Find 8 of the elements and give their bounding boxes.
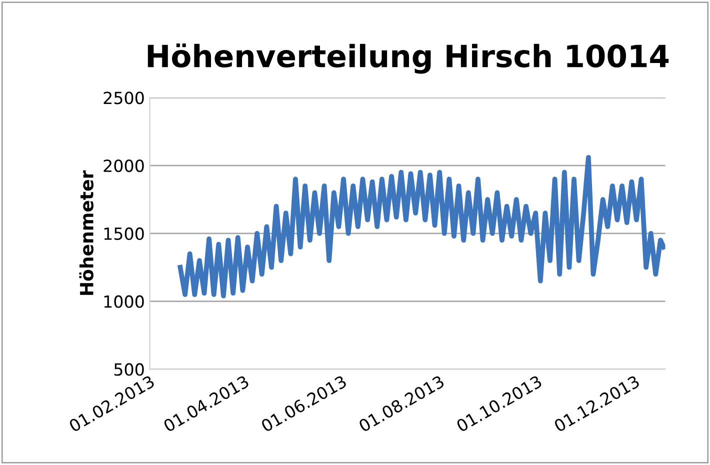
chart-title: Höhenverteilung Hirsch 10014: [148, 43, 669, 74]
y-axis-title: Höhenmeter: [79, 170, 94, 295]
y-tick-label: 2000: [104, 160, 144, 172]
line-series: [178, 154, 666, 298]
y-tick-label: 1500: [104, 227, 144, 240]
y-tick-label: 1000: [104, 295, 144, 308]
y-tick-label: 500: [114, 363, 144, 376]
y-tick-label: 2500: [104, 92, 144, 104]
